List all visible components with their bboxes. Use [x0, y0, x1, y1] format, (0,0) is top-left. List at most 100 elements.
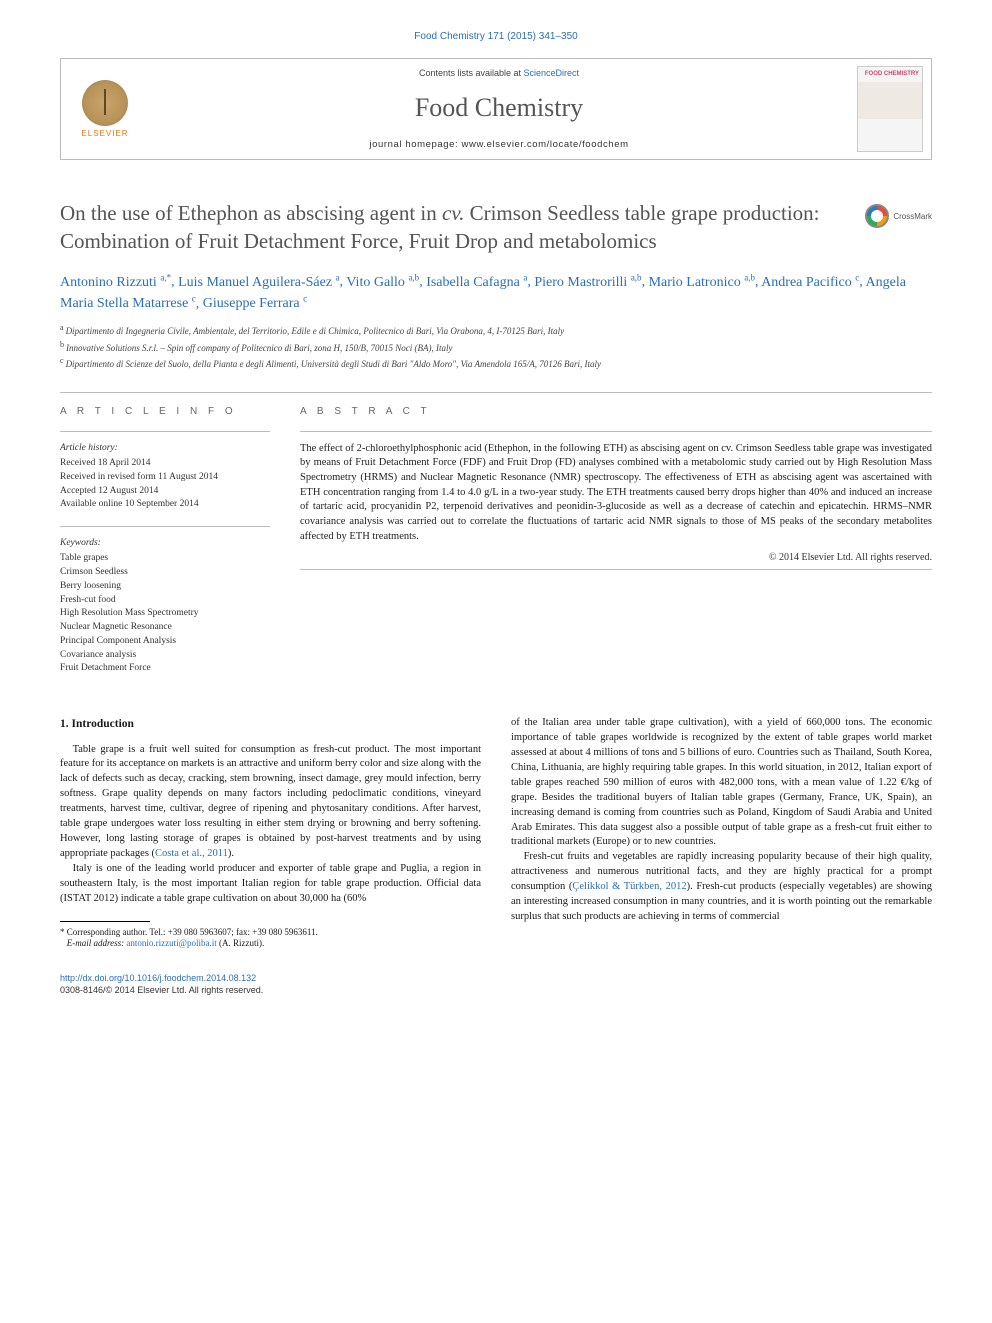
- abstract-heading: A B S T R A C T: [300, 405, 932, 419]
- abstract-column: A B S T R A C T The effect of 2-chloroet…: [300, 405, 932, 677]
- journal-homepage: journal homepage: www.elsevier.com/locat…: [149, 138, 849, 151]
- p1a: Table grape is a fruit well suited for c…: [60, 744, 481, 859]
- crossmark-icon: [865, 204, 889, 228]
- intro-paragraph-1: Table grape is a fruit well suited for c…: [60, 743, 481, 862]
- p2: Italy is one of the leading world produc…: [60, 863, 481, 904]
- section-title: Introduction: [72, 718, 134, 730]
- author-separator: ,: [859, 275, 865, 290]
- publisher-name: ELSEVIER: [81, 128, 128, 139]
- intro-paragraph-2b: of the Italian area under table grape cu…: [511, 716, 932, 850]
- footnote-block: * Corresponding author. Tel.: +39 080 59…: [60, 921, 481, 950]
- intro-paragraph-3: Fresh-cut fruits and vegetables are rapi…: [511, 850, 932, 925]
- history-lines: Received 18 April 2014Received in revise…: [60, 457, 270, 512]
- section-heading-intro: 1. Introduction: [60, 716, 481, 732]
- info-abstract-row: A R T I C L E I N F O Article history: R…: [60, 405, 932, 677]
- pageref-journal: Food Chemistry: [414, 31, 485, 42]
- corresponding-author-note: * Corresponding author. Tel.: +39 080 59…: [60, 927, 481, 950]
- masthead-center: Contents lists available at ScienceDirec…: [149, 59, 849, 159]
- history-line: Received in revised form 11 August 2014: [60, 471, 270, 485]
- title-block: CrossMark On the use of Ethephon as absc…: [60, 200, 932, 371]
- corresponding-email-link[interactable]: antonio.rizzuti@poliba.it: [126, 938, 216, 948]
- footer-rights: 0308-8146/© 2014 Elsevier Ltd. All right…: [60, 985, 263, 995]
- keyword: High Resolution Mass Spectrometry: [60, 607, 270, 621]
- author[interactable]: Mario Latronico a,b: [649, 275, 755, 290]
- journal-cover-area: FOOD CHEMISTRY: [849, 59, 931, 159]
- p2c: of the Italian area under table grape cu…: [511, 717, 932, 847]
- elsevier-tree-icon: [82, 80, 128, 126]
- homepage-label: journal homepage:: [369, 139, 461, 150]
- affiliation-key: a: [60, 323, 66, 332]
- author-affiliation-mark: a,*: [160, 272, 171, 282]
- info-divider: [60, 431, 270, 432]
- footnote-rule: [60, 921, 150, 922]
- journal-name: Food Chemistry: [149, 90, 849, 126]
- author-affiliation-mark: c: [303, 294, 307, 304]
- author[interactable]: Piero Mastrorilli a,b: [534, 275, 641, 290]
- abstract-divider: [300, 431, 932, 432]
- affiliation-list: a Dipartimento di Ingegneria Civile, Amb…: [60, 322, 932, 372]
- keyword: Fruit Detachment Force: [60, 662, 270, 676]
- title-pre: On the use of Ethephon as abscising agen…: [60, 201, 442, 225]
- author-separator: ,: [196, 296, 203, 311]
- contents-line: Contents lists available at ScienceDirec…: [149, 67, 849, 80]
- author-affiliation-mark: a,b: [744, 272, 755, 282]
- intro-paragraph-2a: Italy is one of the leading world produc…: [60, 862, 481, 907]
- footnote-email-label: E-mail address:: [67, 938, 124, 948]
- abstract-text: The effect of 2-chloroethylphosphonic ac…: [300, 442, 932, 545]
- abstract-divider-end: [300, 569, 932, 570]
- cover-title: FOOD CHEMISTRY: [861, 70, 919, 78]
- article-info-column: A R T I C L E I N F O Article history: R…: [60, 405, 270, 677]
- history-line: Received 18 April 2014: [60, 457, 270, 471]
- contents-prefix: Contents lists available at: [419, 68, 524, 78]
- author[interactable]: Giuseppe Ferrara c: [203, 296, 307, 311]
- crossmark-badge[interactable]: CrossMark: [865, 204, 932, 228]
- affiliation-key: c: [60, 356, 66, 365]
- article-info-heading: A R T I C L E I N F O: [60, 405, 270, 419]
- body-two-column: 1. Introduction Table grape is a fruit w…: [60, 716, 932, 950]
- elsevier-logo[interactable]: ELSEVIER: [70, 74, 140, 144]
- abstract-copyright: © 2014 Elsevier Ltd. All rights reserved…: [300, 551, 932, 565]
- history-line: Accepted 12 August 2014: [60, 485, 270, 499]
- article-title: On the use of Ethephon as abscising agen…: [60, 200, 932, 255]
- author[interactable]: Isabella Cafagna a: [426, 275, 527, 290]
- author-affiliation-mark: a,b: [408, 272, 419, 282]
- history-label: Article history:: [60, 442, 270, 455]
- crossmark-label: CrossMark: [893, 211, 932, 222]
- affiliation: b Innovative Solutions S.r.l. – Spin off…: [60, 339, 932, 356]
- info-divider-2: [60, 526, 270, 527]
- author[interactable]: Andrea Pacifico c: [761, 275, 859, 290]
- page-reference: Food Chemistry 171 (2015) 341–350: [60, 30, 932, 44]
- keyword: Covariance analysis: [60, 649, 270, 663]
- author[interactable]: Antonino Rizzuti a,*: [60, 275, 171, 290]
- author-affiliation-mark: a,b: [631, 272, 642, 282]
- affiliation: c Dipartimento di Scienze del Suolo, del…: [60, 355, 932, 372]
- p1b: ).: [228, 848, 234, 859]
- citation-costa-2011[interactable]: Costa et al., 2011: [155, 848, 228, 859]
- footnote-email-for: (A. Rizzuti).: [219, 938, 264, 948]
- keywords-list: Table grapesCrimson SeedlessBerry loosen…: [60, 552, 270, 676]
- keyword: Berry loosening: [60, 580, 270, 594]
- keyword: Nuclear Magnetic Resonance: [60, 621, 270, 635]
- keyword: Principal Component Analysis: [60, 635, 270, 649]
- keyword: Fresh-cut food: [60, 594, 270, 608]
- section-divider: [60, 392, 932, 393]
- journal-cover-thumbnail[interactable]: FOOD CHEMISTRY: [857, 66, 923, 152]
- citation-celikkol-2012[interactable]: Çelikkol & Türkben, 2012: [572, 881, 686, 892]
- author-separator: ,: [642, 275, 649, 290]
- publisher-logo-area: ELSEVIER: [61, 59, 149, 159]
- keyword: Crimson Seedless: [60, 566, 270, 580]
- homepage-url[interactable]: www.elsevier.com/locate/foodchem: [462, 139, 629, 150]
- title-em: cv.: [442, 201, 464, 225]
- section-number: 1.: [60, 718, 69, 730]
- affiliation: a Dipartimento di Ingegneria Civile, Amb…: [60, 322, 932, 339]
- page-footer: http://dx.doi.org/10.1016/j.foodchem.201…: [60, 972, 932, 996]
- doi-link[interactable]: http://dx.doi.org/10.1016/j.foodchem.201…: [60, 973, 256, 983]
- sciencedirect-link[interactable]: ScienceDirect: [524, 68, 580, 78]
- author[interactable]: Luis Manuel Aguilera-Sáez a: [178, 275, 339, 290]
- author[interactable]: Vito Gallo a,b: [346, 275, 419, 290]
- masthead: ELSEVIER Contents lists available at Sci…: [60, 58, 932, 160]
- footnote-corr-text: Corresponding author. Tel.: +39 080 5963…: [67, 927, 318, 937]
- history-line: Available online 10 September 2014: [60, 498, 270, 512]
- author-list: Antonino Rizzuti a,*, Luis Manuel Aguile…: [60, 271, 932, 314]
- affiliation-key: b: [60, 340, 66, 349]
